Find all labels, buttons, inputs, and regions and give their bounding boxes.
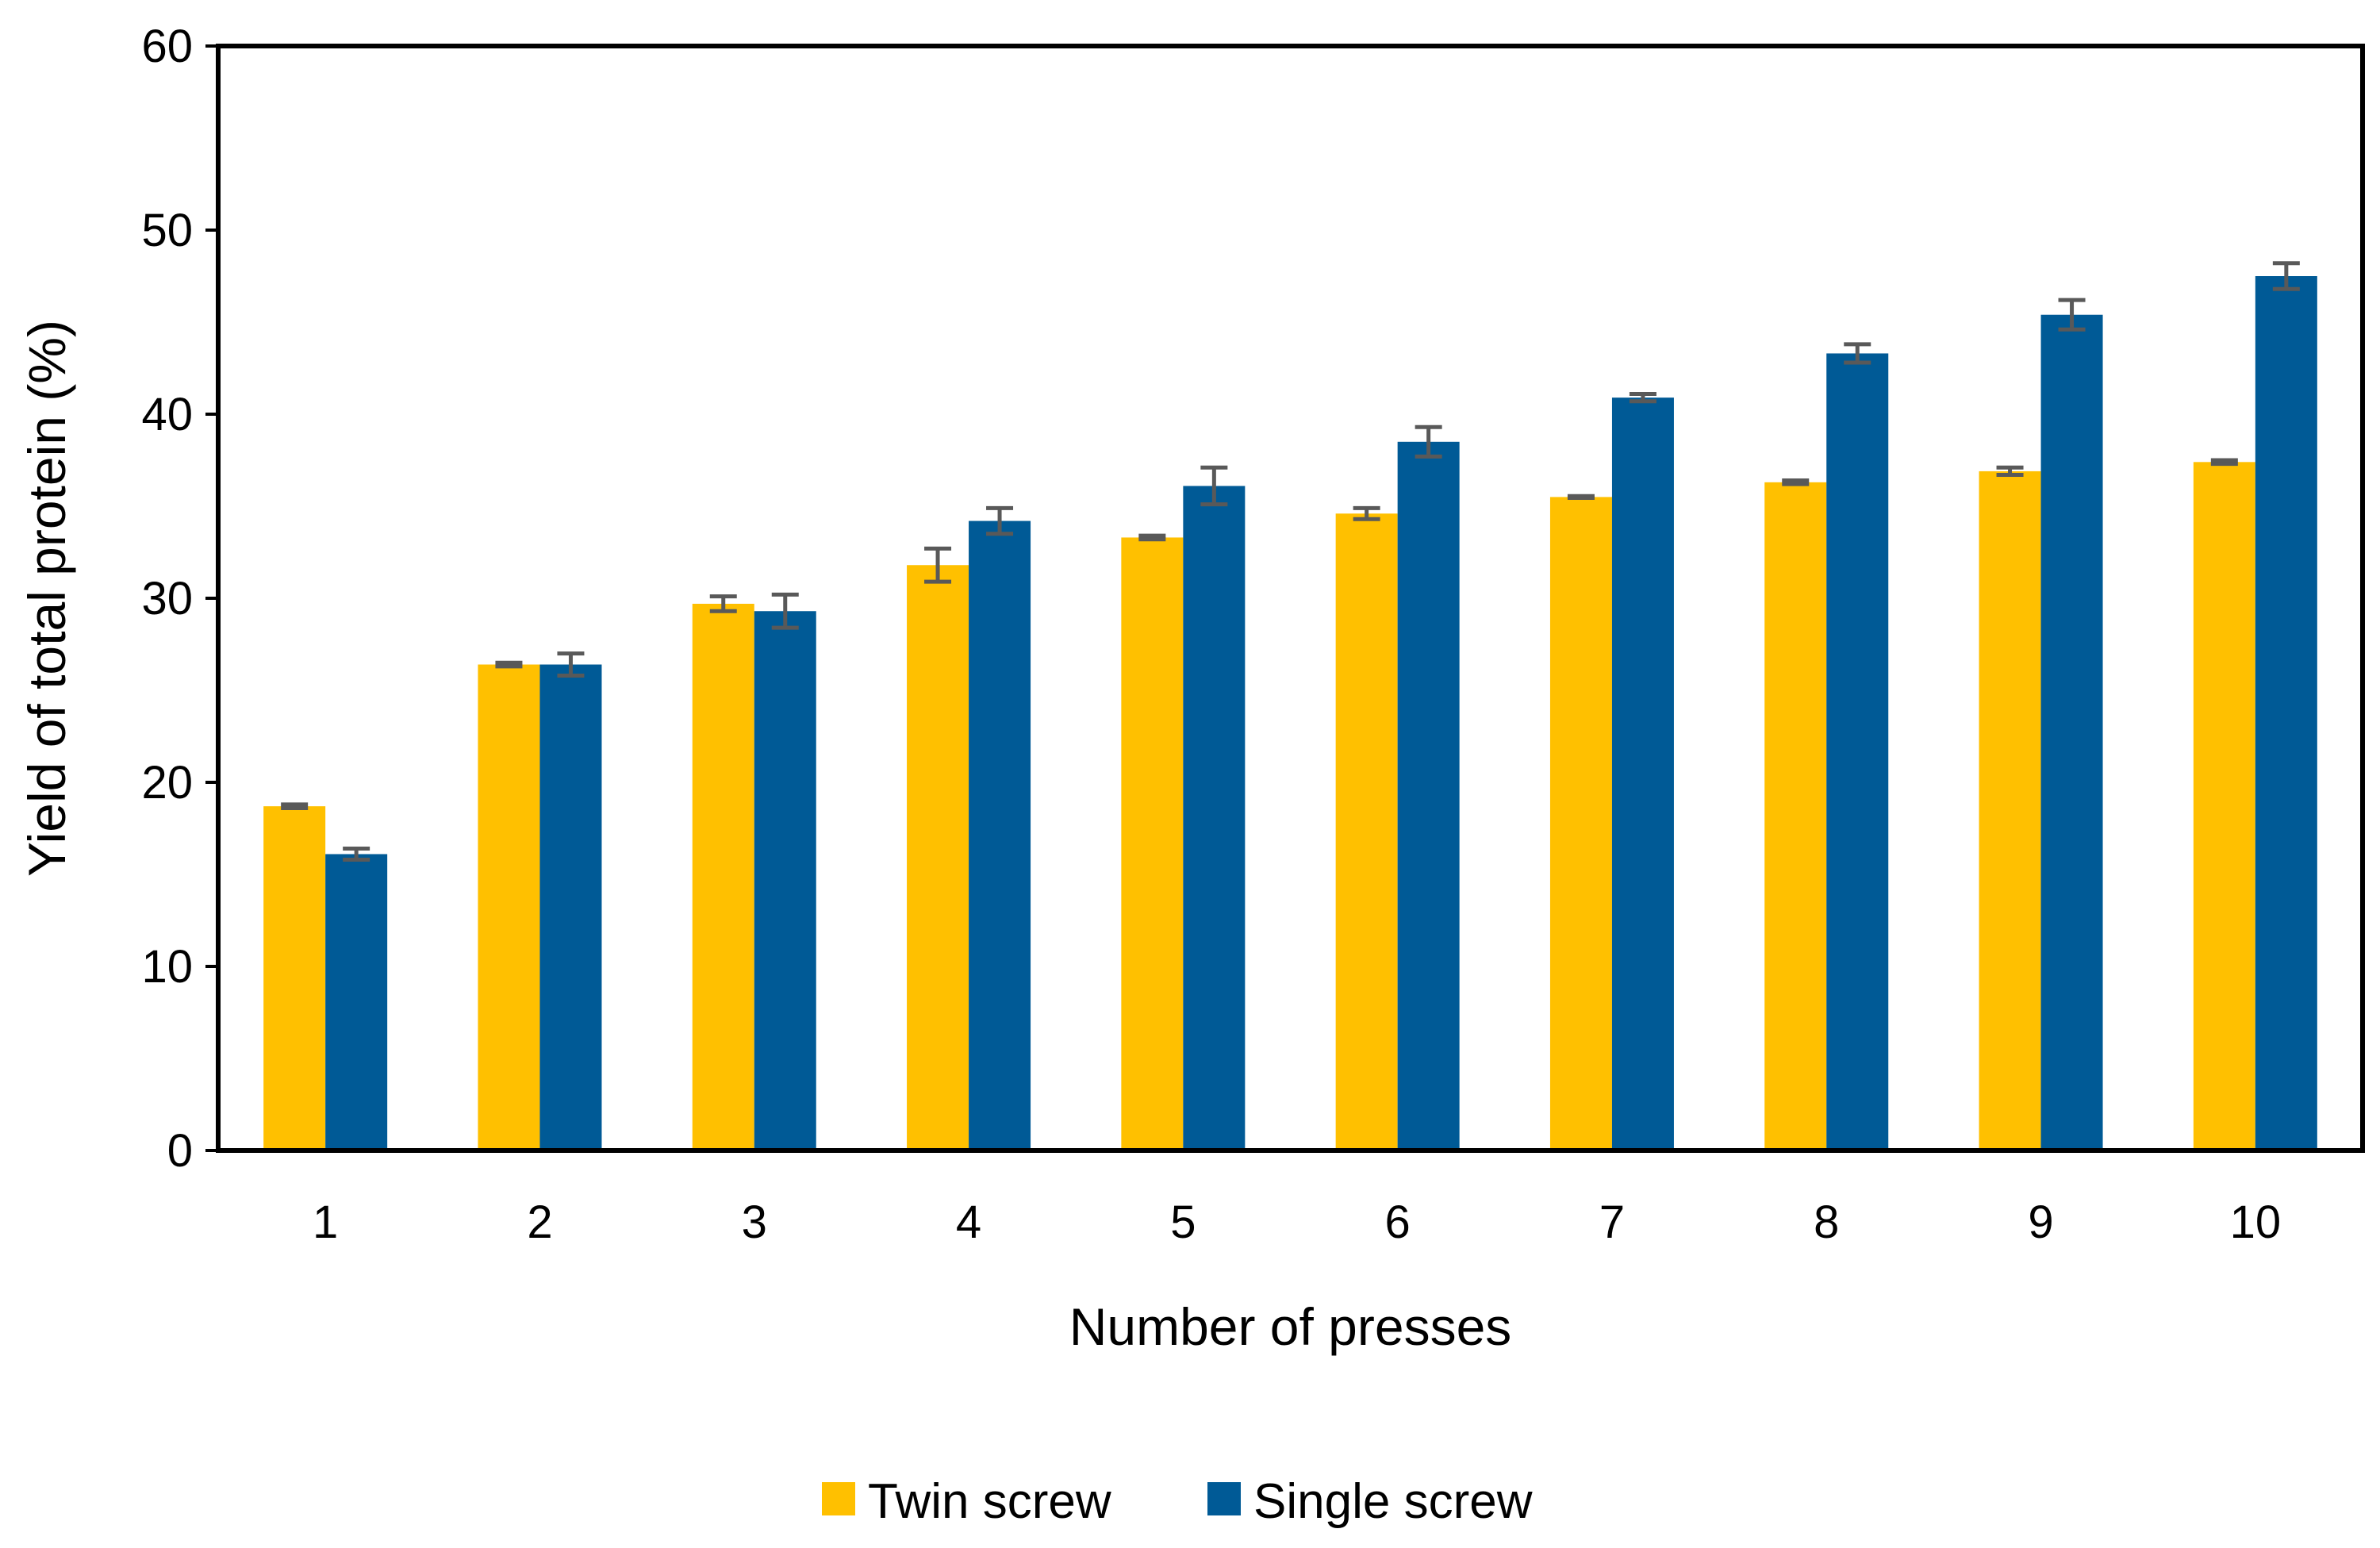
x-tick-label: 7 (1599, 1197, 1625, 1248)
y-tick-label: 40 (141, 389, 193, 440)
y-tick-label: 0 (167, 1125, 193, 1177)
bars-layer (263, 276, 2317, 1151)
bar-twin-screw-6 (1335, 513, 1398, 1150)
legend: Twin screw Single screw (822, 1474, 1533, 1529)
bar-twin-screw-5 (1121, 537, 1184, 1150)
x-tick-label: 2 (527, 1197, 552, 1248)
legend-label-twin-screw: Twin screw (868, 1474, 1111, 1529)
y-tick-label: 30 (141, 573, 193, 624)
y-axis-ticks: 0 10 20 30 40 50 60 (141, 21, 218, 1177)
bar-single-screw-6 (1397, 441, 1460, 1150)
legend-swatch-single-screw (1207, 1482, 1241, 1515)
bar-twin-screw-3 (692, 603, 754, 1150)
bar-twin-screw-4 (907, 565, 969, 1150)
x-axis-ticks: 1 2 3 4 5 6 7 8 9 10 (313, 1197, 2281, 1248)
bar-single-screw-10 (2255, 276, 2317, 1150)
bar-single-screw-8 (1826, 353, 1889, 1150)
x-tick-label: 5 (1170, 1197, 1196, 1248)
bar-twin-screw-8 (1764, 482, 1827, 1150)
legend-swatch-twin-screw (822, 1482, 855, 1515)
x-tick-label: 1 (313, 1197, 338, 1248)
x-tick-label: 6 (1385, 1197, 1411, 1248)
y-tick-label: 10 (141, 941, 193, 993)
bar-twin-screw-10 (2193, 462, 2255, 1150)
x-tick-label: 4 (956, 1197, 981, 1248)
x-tick-label: 10 (2230, 1197, 2282, 1248)
bar-twin-screw-7 (1549, 497, 1612, 1150)
y-tick-label: 50 (141, 205, 193, 256)
y-tick-label: 60 (141, 21, 193, 72)
y-tick-label: 20 (141, 757, 193, 809)
bar-single-screw-1 (325, 854, 388, 1150)
error-bars-layer (281, 261, 2300, 862)
bar-single-screw-3 (754, 611, 816, 1150)
bar-single-screw-7 (1611, 398, 1674, 1150)
bar-single-screw-4 (969, 520, 1031, 1150)
y-axis-title: Yield of total protein (%) (17, 320, 76, 877)
bar-twin-screw-2 (478, 664, 540, 1150)
bar-single-screw-9 (2040, 314, 2103, 1151)
x-tick-label: 9 (2028, 1197, 2053, 1248)
bar-single-screw-5 (1183, 486, 1246, 1150)
bar-twin-screw-9 (1979, 471, 2041, 1150)
legend-label-single-screw: Single screw (1253, 1474, 1533, 1529)
bar-single-screw-2 (539, 664, 602, 1150)
bar-twin-screw-1 (263, 806, 326, 1150)
x-axis-title: Number of presses (1069, 1297, 1512, 1356)
x-tick-label: 3 (742, 1197, 767, 1248)
x-tick-label: 8 (1814, 1197, 1839, 1248)
